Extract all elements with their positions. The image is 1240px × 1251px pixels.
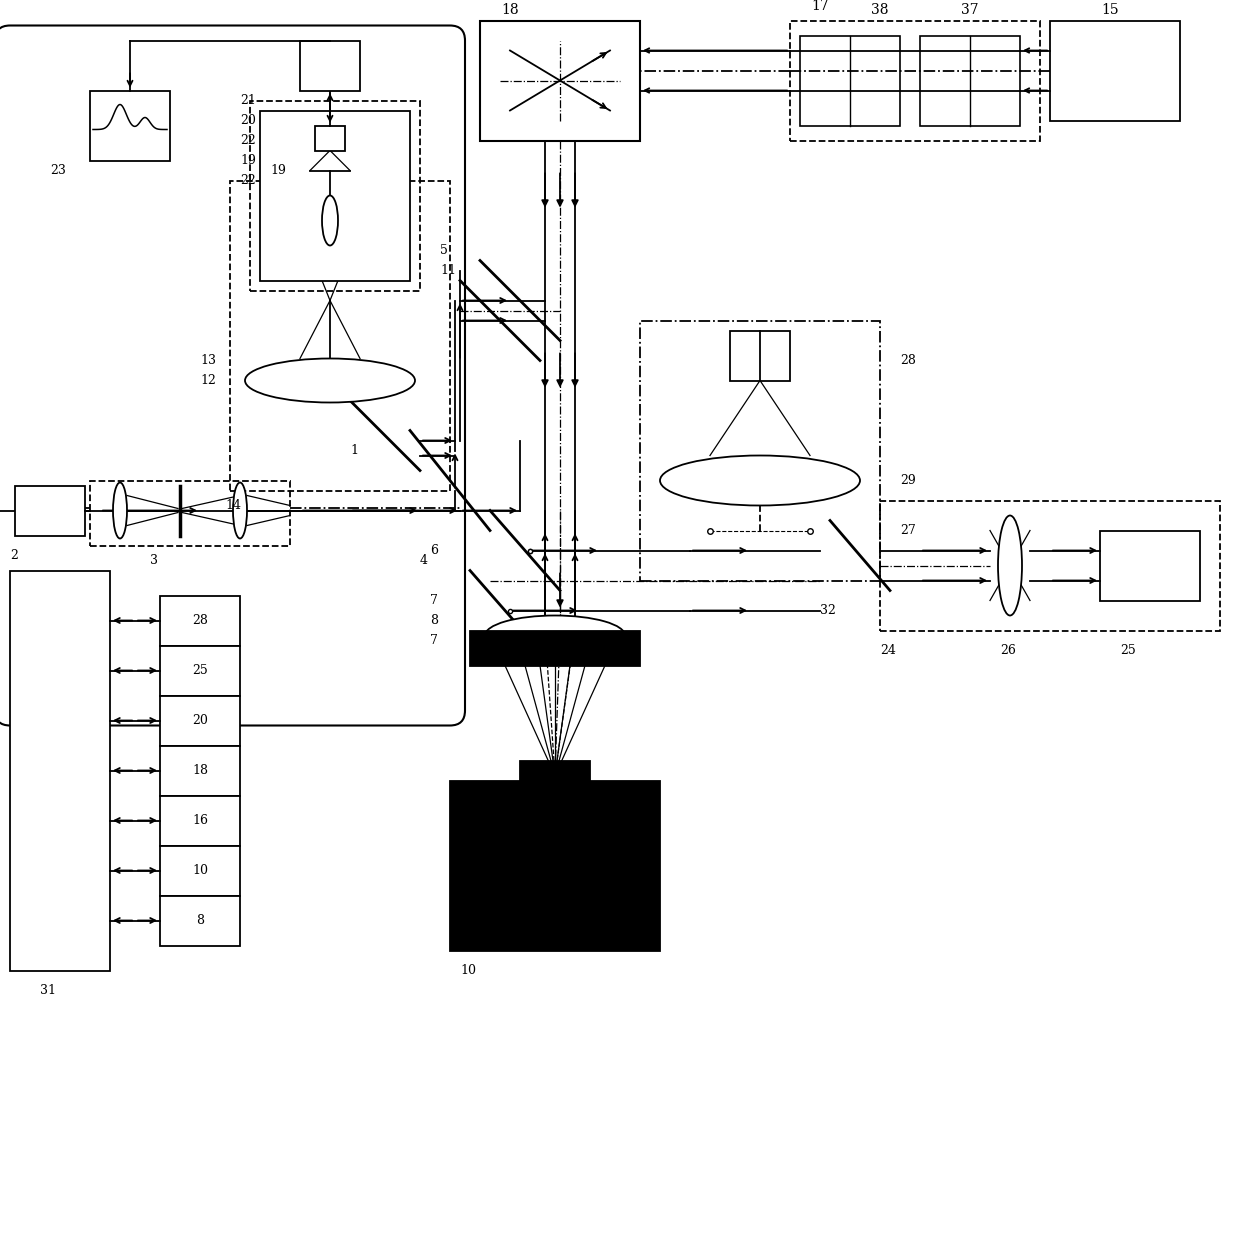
Text: 8: 8 (196, 914, 205, 927)
Bar (800, 35, 900, 125)
Bar (160, 796, 241, 846)
Bar (160, 746, 241, 796)
Text: 28: 28 (900, 354, 916, 367)
Bar (790, 20, 1040, 140)
Text: 25: 25 (1120, 644, 1136, 657)
Bar (10, 570, 110, 971)
Text: 19: 19 (270, 164, 286, 176)
Text: 18: 18 (192, 764, 208, 777)
Text: 31: 31 (40, 985, 56, 997)
Bar (1100, 530, 1200, 600)
Bar (880, 500, 1220, 631)
Ellipse shape (998, 515, 1022, 615)
Text: 13: 13 (200, 354, 216, 367)
Ellipse shape (485, 615, 625, 656)
Text: 23: 23 (50, 164, 66, 176)
Text: 3: 3 (150, 554, 157, 567)
Text: 27: 27 (900, 524, 916, 537)
Text: 32: 32 (820, 604, 836, 617)
Bar (1050, 20, 1180, 120)
Bar (300, 40, 360, 90)
Text: 26: 26 (999, 644, 1016, 657)
Text: 5: 5 (440, 244, 448, 256)
Text: 17: 17 (811, 0, 828, 13)
Text: 28: 28 (192, 614, 208, 627)
Text: 2: 2 (10, 549, 17, 562)
Text: 37: 37 (961, 4, 978, 18)
Bar (470, 631, 640, 666)
Text: 22: 22 (241, 134, 255, 148)
Ellipse shape (322, 195, 339, 245)
Text: 29: 29 (900, 474, 916, 487)
Text: 22: 22 (241, 174, 255, 186)
Text: 8: 8 (430, 614, 438, 627)
Ellipse shape (233, 483, 247, 538)
Bar (15, 485, 86, 535)
FancyBboxPatch shape (0, 25, 465, 726)
Text: 12: 12 (200, 374, 216, 387)
Bar (160, 646, 241, 696)
Bar (160, 896, 241, 946)
Text: 1: 1 (350, 444, 358, 457)
Bar (315, 125, 345, 150)
Bar (450, 781, 660, 951)
Text: 20: 20 (241, 114, 255, 128)
Text: 21: 21 (241, 94, 255, 108)
Text: 6: 6 (430, 544, 438, 557)
Text: 7: 7 (430, 594, 438, 607)
Text: 4: 4 (420, 554, 428, 567)
Text: 25: 25 (192, 664, 208, 677)
Bar (520, 761, 590, 781)
Ellipse shape (113, 483, 126, 538)
Text: 38: 38 (872, 4, 889, 18)
Text: 20: 20 (192, 714, 208, 727)
Bar (160, 846, 241, 896)
Bar (730, 330, 790, 380)
Ellipse shape (660, 455, 861, 505)
Text: 19: 19 (241, 154, 255, 166)
Text: 24: 24 (880, 644, 895, 657)
Bar (480, 20, 640, 140)
Text: 14: 14 (224, 499, 241, 512)
Bar (250, 100, 420, 290)
Text: 10: 10 (192, 864, 208, 877)
Text: 15: 15 (1101, 4, 1118, 18)
Text: 16: 16 (192, 814, 208, 827)
Text: 18: 18 (501, 4, 518, 18)
Bar (640, 320, 880, 580)
Bar (229, 180, 450, 490)
Text: 7: 7 (430, 634, 438, 647)
Bar (920, 35, 1021, 125)
Text: 9: 9 (500, 814, 508, 827)
Text: 30: 30 (490, 794, 506, 807)
Bar (91, 90, 170, 160)
Text: 11: 11 (440, 264, 456, 276)
Bar (160, 595, 241, 646)
Bar (160, 696, 241, 746)
Bar (91, 480, 290, 545)
Bar (260, 110, 410, 280)
Ellipse shape (246, 359, 415, 403)
Text: 10: 10 (460, 965, 476, 977)
